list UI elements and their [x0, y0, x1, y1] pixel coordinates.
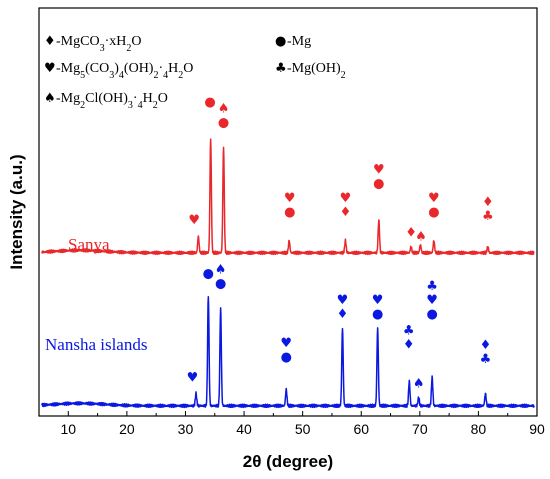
series-1: Nansha islands♥● ♠●♥●♥♦♥●♣♦♠♣♥●♦♣: [41, 262, 535, 409]
phase-marker: ♦: [480, 338, 492, 353]
y-axis-title: Intensity (a.u.): [7, 154, 26, 269]
phase-marker: ♠: [415, 230, 427, 245]
legend-symbol: ♥: [44, 61, 56, 76]
phase-marker: ♥: [428, 191, 440, 206]
phase-marker: ♦: [405, 225, 417, 240]
phase-marker: ●: [428, 205, 439, 220]
legend-label: -Mg2Cl(OH)3·4H2O: [56, 91, 168, 111]
x-tick-label-80: 80: [471, 421, 487, 437]
x-axis-ticks: 10 20 30 40 50 60 70 80 90: [38, 411, 545, 437]
legend-label: -Mg(OH)2: [287, 61, 346, 81]
phase-marker: ♥: [426, 293, 438, 308]
x-tick-label-20: 20: [119, 421, 135, 437]
legend-label: -Mg: [287, 34, 311, 49]
legend-label: -Mg5(CO3)4(OH)2·4H2O: [56, 61, 193, 81]
phase-marker: ♣: [480, 352, 492, 367]
x-axis-title: 2θ (degree): [243, 452, 333, 471]
phase-marker: ♣: [426, 279, 438, 294]
phase-marker: ●: [372, 307, 383, 322]
legend-symbol: ●: [275, 34, 286, 49]
series-line-1: [41, 296, 535, 409]
phase-marker: ♥: [280, 336, 292, 351]
phase-marker: ♠: [218, 101, 230, 116]
phase-marker: ♠: [413, 376, 425, 391]
legend-symbol: ♦: [44, 34, 56, 49]
legend: ♦ -MgCO3·xH2O ● -Mg♥ -Mg5(CO3)4(OH)2·4H2O ♣ -M…: [44, 34, 346, 111]
series-0: Sanya♥● ♠●♥●♥♦♥●♦♠♥●♦♣: [41, 95, 535, 256]
phase-marker: ●: [284, 205, 295, 220]
x-tick-label-30: 30: [178, 421, 194, 437]
phase-marker: ●: [281, 350, 292, 365]
phase-marker: ♣: [403, 324, 415, 339]
phase-marker: ●: [373, 177, 384, 192]
phase-marker: ♦: [482, 195, 494, 210]
x-tick-label-90: 90: [529, 421, 545, 437]
legend-symbol: ♣: [275, 61, 287, 76]
legend-label: -MgCO3·xH2O: [56, 34, 141, 54]
series-line-0: [41, 138, 535, 256]
phase-marker: ●: [204, 95, 215, 110]
x-tick-label-50: 50: [295, 421, 311, 437]
phase-marker: ♥: [337, 293, 349, 308]
x-tick-label-40: 40: [236, 421, 252, 437]
phase-marker: ♥: [188, 213, 200, 228]
phase-marker: ♦: [340, 205, 352, 220]
phase-marker: ♥: [187, 370, 199, 385]
series-label-1: Nansha islands: [45, 335, 147, 354]
phase-marker: ●: [426, 307, 437, 322]
plot-frame: [38, 7, 538, 417]
x-tick-label-10: 10: [61, 421, 77, 437]
phase-marker: ●: [218, 115, 229, 130]
legend-symbol: ♠: [44, 91, 56, 106]
phase-marker: ♥: [373, 163, 385, 178]
phase-marker: ●: [215, 276, 226, 291]
phase-marker: ♠: [215, 262, 227, 277]
phase-marker: ●: [203, 266, 214, 281]
phase-marker: ♥: [340, 191, 352, 206]
phase-marker: ♦: [403, 338, 415, 353]
series-label-0: Sanya: [68, 235, 110, 254]
phase-marker: ♣: [482, 209, 494, 224]
x-tick-label-60: 60: [353, 421, 369, 437]
phase-marker: ♥: [284, 191, 296, 206]
series-layer: Sanya♥● ♠●♥●♥♦♥●♦♠♥●♦♣Nansha islands♥● ♠●♥…: [41, 95, 535, 409]
x-tick-label-70: 70: [412, 421, 428, 437]
phase-marker: ♥: [372, 293, 384, 308]
phase-marker: ♦: [337, 307, 349, 322]
